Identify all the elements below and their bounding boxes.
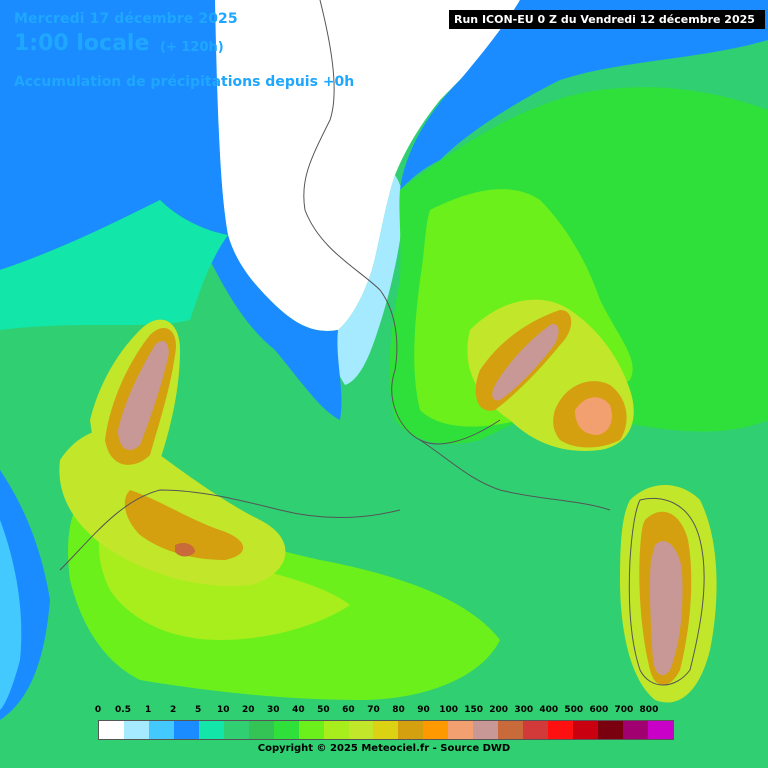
legend-swatch — [498, 721, 524, 739]
legend-swatch — [373, 721, 399, 739]
blue-ring-east — [210, 235, 342, 420]
forecast-offset: (+ 120h) — [160, 40, 224, 55]
legend-swatch — [198, 721, 224, 739]
teal-zone-north — [0, 200, 228, 330]
copyright-text: Copyright © 2025 Meteociel.fr - Source D… — [257, 743, 511, 754]
legend-swatch — [523, 721, 549, 739]
peak-zone-pyrenees — [175, 542, 195, 557]
legend-label: 1 — [144, 705, 152, 715]
legend-swatch — [123, 721, 149, 739]
borders — [59, 0, 705, 686]
legend-swatch — [99, 721, 124, 739]
legend-label: 600 — [589, 705, 609, 715]
legend-swatch — [173, 721, 199, 739]
legend-label: 800 — [639, 705, 659, 715]
legend-label: 40 — [292, 705, 305, 715]
legend-label: 80 — [392, 705, 405, 715]
peak-zone-alps — [492, 324, 559, 401]
legend-label: 50 — [317, 705, 330, 715]
border-line-alps — [419, 439, 611, 511]
legend-label: 10 — [216, 705, 230, 715]
legend-label: 700 — [614, 705, 634, 715]
blue-zone-west — [0, 0, 228, 270]
lightblue-zone-southwest — [0, 520, 22, 710]
legend-label: 300 — [514, 705, 534, 715]
legend-swatch — [223, 721, 249, 739]
legend-label: 20 — [241, 705, 255, 715]
peak-zone-massif — [118, 341, 169, 450]
legend-label: 0.5 — [115, 705, 131, 715]
legend-labels: 0 0.5 1 2 5 10 20 30 40 50 60 70 80 90 100 150 200 300 400… — [0, 705, 768, 719]
legend-label: 100 — [439, 705, 458, 715]
legend-label: 0 — [94, 705, 102, 715]
forecast-date: Mercredi 17 décembre 2025 — [14, 11, 238, 27]
legend-label: 2 — [169, 705, 177, 715]
border-line-east — [303, 0, 501, 445]
legend-label: 200 — [489, 705, 509, 715]
legend-swatch — [573, 721, 599, 739]
border-line-pyrenees — [59, 489, 401, 571]
legend-swatch — [473, 721, 499, 739]
legend-swatch — [348, 721, 374, 739]
legend-swatch — [598, 721, 624, 739]
legend-label: 400 — [539, 705, 559, 715]
legend-swatch — [398, 721, 424, 739]
orange-zone-pyrenees — [124, 490, 244, 560]
legend-swatch — [298, 721, 324, 739]
legend-label: 70 — [367, 705, 380, 715]
legend-swatch — [548, 721, 574, 739]
peak-zone-alps-south — [575, 397, 612, 435]
legend-swatch — [273, 721, 299, 739]
legend-swatch — [647, 721, 673, 739]
forecast-time: 1:00 locale — [14, 31, 150, 56]
coastline-corsica — [628, 497, 705, 686]
run-info-badge: Run ICON-EU 0 Z du Vendredi 12 décembre … — [449, 10, 765, 29]
legend-swatch — [323, 721, 349, 739]
legend-swatch — [148, 721, 174, 739]
legend-label: 5 — [195, 705, 202, 715]
legend-label: 500 — [564, 705, 584, 715]
legend-label: 30 — [267, 705, 280, 715]
legend-swatch — [448, 721, 474, 739]
legend-label: 90 — [417, 705, 430, 715]
peak-zone-corsica — [649, 541, 683, 676]
blue-zone-northeast — [400, 0, 768, 190]
dry-zone-northeast — [215, 0, 520, 331]
forecast-field-title: Accumulation de précipitations depuis +0… — [14, 74, 355, 90]
legend-label: 150 — [464, 705, 484, 715]
legend-swatch — [423, 721, 449, 739]
legend-label: 60 — [342, 705, 355, 715]
legend-swatch — [623, 721, 648, 739]
color-legend — [98, 720, 674, 740]
legend-swatch — [248, 721, 274, 739]
